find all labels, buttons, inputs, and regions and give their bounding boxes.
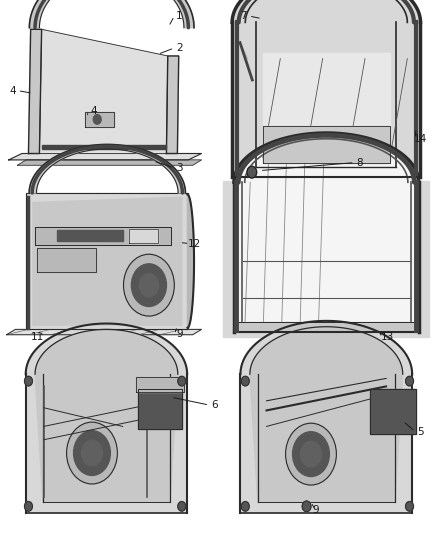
Circle shape [241,376,249,386]
Text: 3: 3 [176,163,183,173]
Polygon shape [187,195,194,328]
Circle shape [93,115,101,124]
Circle shape [178,502,186,511]
Polygon shape [7,329,201,335]
Polygon shape [370,389,416,434]
Polygon shape [9,154,201,160]
Circle shape [178,376,186,386]
Polygon shape [42,145,166,149]
Polygon shape [166,56,179,154]
Circle shape [406,376,413,386]
Polygon shape [263,126,390,163]
Text: 7: 7 [240,11,247,21]
Polygon shape [223,181,429,337]
Circle shape [25,376,32,386]
Polygon shape [18,160,201,165]
Circle shape [74,431,110,475]
Text: 9: 9 [176,329,183,339]
Polygon shape [240,321,412,513]
Polygon shape [234,322,419,332]
Polygon shape [26,193,188,329]
Circle shape [67,422,117,484]
Polygon shape [28,29,42,154]
Polygon shape [39,29,168,154]
Polygon shape [85,112,114,127]
Circle shape [293,432,329,477]
Polygon shape [136,377,184,392]
Text: 2: 2 [176,43,183,53]
Polygon shape [232,0,420,177]
Polygon shape [57,230,123,241]
Text: 12: 12 [188,239,201,248]
Text: 4: 4 [9,86,16,95]
Polygon shape [26,324,187,513]
Polygon shape [35,227,171,245]
Polygon shape [138,389,182,429]
Polygon shape [29,0,194,28]
Circle shape [139,273,159,297]
Text: 4: 4 [91,106,98,116]
Polygon shape [250,327,403,502]
Circle shape [247,166,257,178]
Polygon shape [33,197,182,325]
Polygon shape [37,248,96,272]
Text: 14: 14 [414,134,427,143]
Text: 6: 6 [211,400,218,410]
Circle shape [124,254,174,316]
Polygon shape [129,229,158,243]
Circle shape [81,440,102,466]
Text: 13: 13 [381,333,394,342]
Circle shape [302,501,311,512]
Polygon shape [35,329,178,502]
Polygon shape [263,53,390,163]
Circle shape [25,502,32,511]
Circle shape [241,502,249,511]
Circle shape [300,441,321,467]
Text: 1: 1 [176,11,183,21]
Circle shape [286,423,336,485]
Circle shape [406,502,413,511]
Text: 9: 9 [312,505,319,515]
Polygon shape [234,133,419,332]
Polygon shape [29,144,185,193]
Circle shape [131,264,166,306]
Text: 11: 11 [31,333,44,342]
Text: 8: 8 [356,158,363,167]
Text: 5: 5 [417,427,424,437]
